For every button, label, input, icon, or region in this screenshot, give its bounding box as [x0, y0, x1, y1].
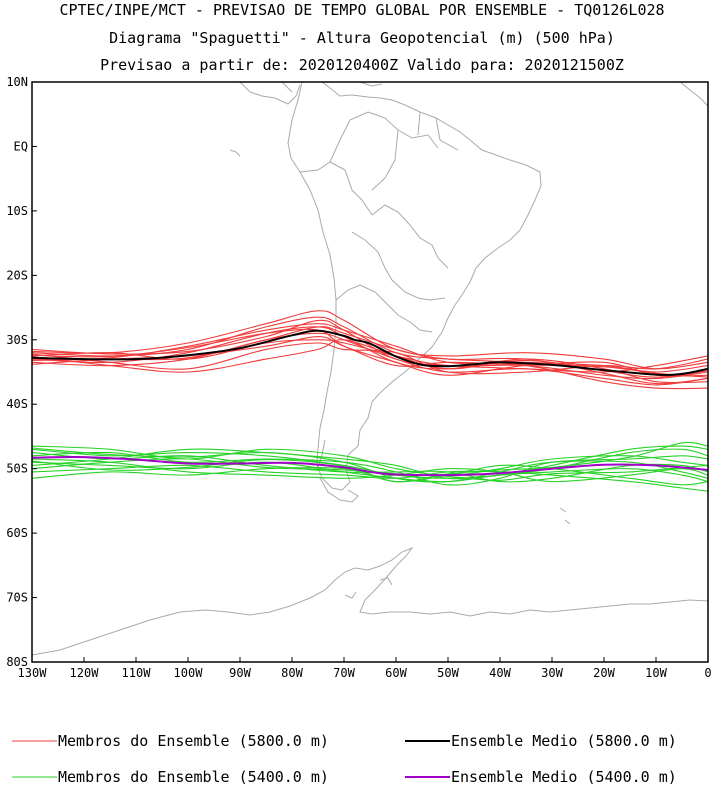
x-tick-label: 120W: [70, 666, 100, 680]
member-5800-line-7: [32, 342, 708, 375]
country-borders: [299, 111, 459, 333]
legend-label-1: Membros do Ensemble (5800.0 m): [58, 732, 329, 750]
mean-5800-line: [32, 329, 708, 376]
legend-label-2: Ensemble Medio (5800.0 m): [451, 732, 677, 750]
plot-frame: [31, 81, 709, 663]
y-tick-label: 70S: [6, 591, 28, 605]
ensemble-means: [32, 329, 708, 477]
members-5800: [32, 310, 708, 390]
x-tick-label: 20W: [593, 666, 615, 680]
y-tick-label: 50S: [6, 462, 28, 476]
tierra-del-fuego: [317, 439, 359, 503]
central-america-coastline: [239, 82, 301, 105]
y-tick-label: 20S: [6, 268, 28, 282]
members-5400: [32, 441, 708, 492]
x-tick-label: 30W: [541, 666, 563, 680]
antarctica-coastline: [32, 546, 708, 656]
y-tick-label: 10S: [6, 204, 28, 218]
legend: Membros do Ensemble (5800.0 m) Ensemble M…: [12, 732, 677, 786]
y-tick-label: 80S: [6, 655, 28, 669]
chart-title-line-2: Diagrama "Spaguetti" - Altura Geopotenci…: [109, 29, 615, 47]
legend-label-3: Membros do Ensemble (5400.0 m): [58, 768, 329, 786]
y-tick-label: 60S: [6, 526, 28, 540]
member-5400-line-5: [32, 451, 708, 486]
member-5400-line-8: [32, 448, 708, 480]
axis-ticks: 130W 120W 110W 100W 90W 80W 70W 60W 50W 40W 30W 20W…: [6, 75, 711, 680]
x-tick-label: 110W: [122, 666, 152, 680]
south-america-coastline: [287, 82, 542, 491]
x-tick-label: 0: [704, 666, 711, 680]
x-tick-label: 70W: [333, 666, 355, 680]
x-tick-label: 40W: [489, 666, 511, 680]
x-tick-label: 130W: [18, 666, 48, 680]
y-tick-label: 30S: [6, 333, 28, 347]
x-tick-label: 80W: [281, 666, 303, 680]
x-tick-label: 100W: [174, 666, 204, 680]
member-5400-line-6: [32, 464, 708, 486]
member-5800-line-3: [32, 310, 708, 370]
antarctica-islands: [344, 507, 571, 599]
mean-5400-line: [32, 456, 708, 477]
y-tick-label: 40S: [6, 397, 28, 411]
x-tick-label: 50W: [437, 666, 459, 680]
legend-label-4: Ensemble Medio (5400.0 m): [451, 768, 677, 786]
x-tick-label: 60W: [385, 666, 407, 680]
x-tick-label: 90W: [229, 666, 251, 680]
caribbean-islands: [359, 82, 708, 107]
chart-title-line-1: CPTEC/INPE/MCT - PREVISAO DE TEMPO GLOBA…: [59, 1, 664, 19]
member-5800-line-8: [32, 323, 708, 390]
member-5400-line-9: [32, 458, 708, 483]
x-tick-label: 10W: [645, 666, 667, 680]
member-5800-line-11: [32, 326, 708, 385]
member-5800-line-12: [32, 328, 708, 378]
galapagos-islands: [229, 149, 241, 157]
y-tick-label: 10N: [6, 75, 28, 89]
y-tick-label: EQ: [14, 139, 28, 153]
member-5400-line-12: [32, 441, 708, 483]
chart-title-line-3: Previsao a partir de: 2020120400Z Valido…: [100, 56, 624, 74]
